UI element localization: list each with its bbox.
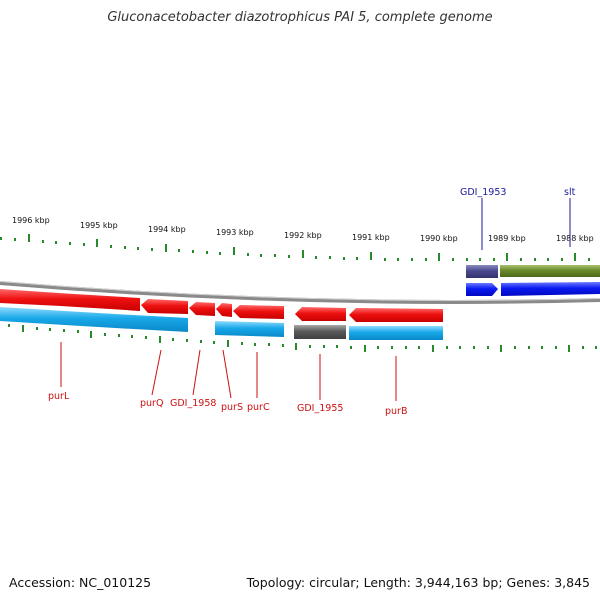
gene-label-purB: purB [385,406,407,417]
leader-purQ [151,349,162,396]
kbp-label-1993: 1993 kbp [216,228,254,237]
genome-backbone-highlight [0,281,600,301]
feature-gdi-1953-block [466,265,498,278]
gene-label-slt: slt [564,187,576,198]
gene-label-gdi-1953: GDI_1953 [460,187,506,198]
gene-label-purL: purL [48,391,70,402]
lower-tick-row [8,324,597,352]
reverse-block-2 [215,321,284,337]
kbp-label-1994: 1994 kbp [148,225,186,234]
genome-title: Gluconacetobacter diazotrophicus PAI 5, … [107,10,493,25]
kbp-label-1989: 1989 kbp [488,234,526,243]
gene-label-purS: purS [221,402,243,413]
gene-purL-arrow [0,289,140,311]
upper-tick-row [0,234,590,261]
genome-backbone [0,281,600,304]
feature-slt-block [500,265,600,277]
kbp-label-1991: 1991 kbp [352,233,390,242]
gene-purQ-arrow [141,299,188,314]
accession-text: Accession: NC_010125 [9,575,152,590]
kbp-label-1988: 1988 kbp [556,234,594,243]
topology-text: Topology: circular; Length: 3,944,163 bp… [246,575,590,590]
kbp-label-1990: 1990 kbp [420,234,458,243]
gene-label-purC: purC [247,402,270,413]
gene-purB-arrow [349,308,443,322]
gene-purC-arrow [233,305,284,319]
kbp-label-1992: 1992 kbp [284,231,322,240]
feature-gdi-1953-arrow [466,283,498,296]
rna-block [294,325,346,339]
gene-label-purQ: purQ [140,398,163,409]
kbp-label-1996: 1996 kbp [12,216,50,225]
leader-gdi-1958 [192,349,201,396]
gene-gdi-1958-arrow [189,302,215,316]
gene-label-gdi-1958: GDI_1958 [170,398,216,409]
reverse-block-3 [349,326,443,340]
gene-gdi-1955-arrow [295,307,346,321]
feature-slt-arrow [501,282,600,296]
reverse-block-1 [0,307,188,332]
gene-purS-arrow [216,303,232,317]
gene-label-gdi-1955: GDI_1955 [297,403,343,414]
leader-purS [222,349,232,399]
kbp-label-1995: 1995 kbp [80,221,118,230]
